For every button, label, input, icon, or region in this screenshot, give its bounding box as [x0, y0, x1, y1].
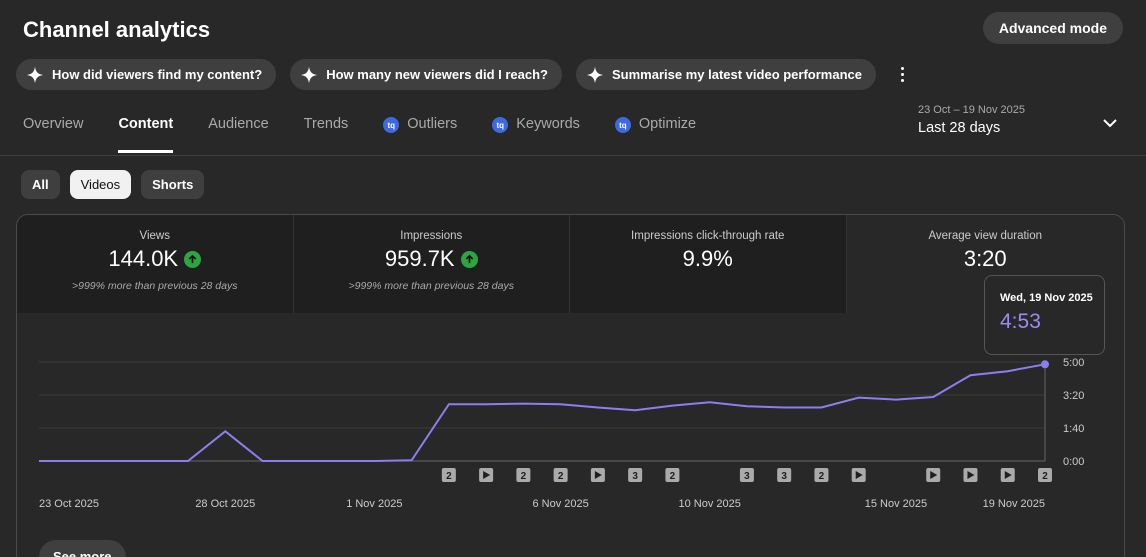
- tab-audience[interactable]: Audience: [208, 116, 268, 154]
- tooltip-value: 4:53: [1000, 310, 1041, 333]
- tab-label: Audience: [208, 116, 269, 132]
- metric-comparison: >999% more than previous 28 days: [348, 280, 514, 292]
- tab-label: Outliers: [407, 116, 458, 132]
- x-tick-label: 10 Nov 2025: [678, 498, 740, 510]
- metric-label: Impressions: [400, 230, 463, 242]
- last-point: [1041, 360, 1049, 369]
- tab-content[interactable]: Content: [118, 116, 173, 154]
- tab-label: Optimize: [638, 116, 697, 132]
- video-count-label: 2: [819, 471, 825, 482]
- trend-up-icon: [460, 250, 478, 268]
- chevron-down-icon[interactable]: [1102, 117, 1118, 129]
- see-more-button[interactable]: See more: [39, 540, 126, 557]
- content-type-chips: All Videos Shorts: [21, 170, 205, 199]
- video-count-label: 2: [1042, 471, 1048, 482]
- tab-keywords[interactable]: tq Keywords: [492, 116, 580, 154]
- y-tick-label: 5:00: [1063, 357, 1084, 369]
- tubebuddy-badge-icon: tq: [614, 117, 631, 133]
- more-vert-icon[interactable]: [892, 63, 912, 87]
- date-range-selector[interactable]: 23 Oct – 19 Nov 2025 Last 28 days: [918, 104, 1025, 136]
- sparkle-icon: [300, 66, 318, 83]
- video-count-marker: [777, 468, 792, 482]
- advanced-mode-button[interactable]: Advanced mode: [982, 12, 1123, 44]
- video-count-label: 2: [521, 471, 527, 482]
- tooltip-date: Wed, 19 Nov 2025: [1000, 292, 1093, 304]
- play-icon: [594, 471, 602, 479]
- video-count-label: 3: [632, 471, 638, 482]
- date-range-label: Last 28 days: [918, 120, 1001, 136]
- tab-label: Keywords: [516, 116, 580, 132]
- video-count-label: 2: [670, 471, 676, 482]
- video-count-marker: [441, 468, 456, 482]
- y-tick-label: 1:40: [1063, 423, 1084, 435]
- page-title: Channel analytics: [23, 17, 211, 42]
- tubebuddy-badge-icon: tq: [383, 117, 400, 133]
- metric-value: 3:20: [963, 246, 1007, 271]
- prompt-chip[interactable]: How did viewers find my content?: [16, 59, 277, 90]
- header-divider: [0, 155, 1146, 156]
- x-tick-label: 6 Nov 2025: [532, 498, 588, 510]
- video-count-marker: [739, 468, 754, 482]
- metrics-card: Views 144.0K >999% more than previous 28…: [16, 214, 1125, 557]
- chip-all[interactable]: All: [21, 170, 60, 199]
- x-tick-label: 23 Oct 2025: [39, 498, 99, 510]
- tab-label: Overview: [23, 116, 84, 132]
- video-count-marker: [628, 468, 643, 482]
- video-count-marker: [516, 468, 531, 482]
- prompt-chip[interactable]: Summarise my latest video performance: [576, 59, 876, 90]
- metric-value: 144.0K: [108, 246, 179, 271]
- play-icon: [1004, 471, 1012, 479]
- sparkle-icon: [586, 66, 604, 83]
- play-icon: [855, 471, 863, 479]
- tab-trends[interactable]: Trends: [304, 116, 349, 154]
- metric-comparison: >999% more than previous 28 days: [72, 280, 238, 292]
- play-icon: [930, 471, 938, 479]
- metric-value: 9.9%: [682, 246, 733, 271]
- chip-shorts[interactable]: Shorts: [141, 170, 205, 199]
- metric-impressions[interactable]: Impressions 959.7K >999% more than previ…: [293, 215, 570, 313]
- y-tick-label: 3:20: [1063, 390, 1084, 402]
- prompt-label: Summarise my latest video performance: [612, 67, 862, 82]
- prompt-label: How many new viewers did I reach?: [326, 67, 548, 82]
- prompt-chip[interactable]: How many new viewers did I reach?: [290, 59, 562, 90]
- metric-label: Average view duration: [928, 230, 1043, 242]
- date-range-dates: 23 Oct – 19 Nov 2025: [918, 104, 1026, 116]
- tubebuddy-badge-icon: tq: [492, 117, 509, 133]
- x-tick-label: 15 Nov 2025: [865, 498, 927, 510]
- x-tick-label: 1 Nov 2025: [346, 498, 402, 510]
- sparkle-icon: [26, 66, 44, 83]
- video-count-marker: [665, 468, 680, 482]
- tab-outliers[interactable]: tq Outliers: [383, 116, 457, 154]
- metric-views[interactable]: Views 144.0K >999% more than previous 28…: [17, 215, 294, 313]
- tab-optimize[interactable]: tq Optimize: [614, 116, 697, 154]
- tab-label: Trends: [303, 116, 349, 132]
- series-line: [39, 363, 1046, 462]
- x-tick-label: 19 Nov 2025: [983, 498, 1045, 510]
- play-icon: [967, 471, 975, 479]
- video-count-marker: [553, 468, 568, 482]
- x-tick-label: 28 Oct 2025: [195, 498, 255, 510]
- chip-videos[interactable]: Videos: [69, 170, 132, 199]
- avg-view-duration-chart: 0:00 1:40 3:20 5:00 23 Oct 2025 28 Oct 2025 1 …: [39, 357, 1084, 510]
- metric-ctr[interactable]: Impressions click-through rate 9.9%: [570, 215, 847, 313]
- chart-tooltip: Wed, 19 Nov 2025 4:53: [984, 275, 1105, 355]
- tab-overview[interactable]: Overview: [23, 116, 83, 154]
- video-count-label: 3: [781, 471, 787, 482]
- ask-prompts: How did viewers find my content? How man…: [16, 59, 912, 90]
- tab-label: Content: [118, 116, 174, 132]
- tab-bar: Overview Content Audience Trends tq Outli…: [23, 116, 731, 154]
- video-count-label: 2: [446, 471, 452, 482]
- metric-label: Views: [139, 230, 170, 242]
- metric-label: Impressions click-through rate: [631, 230, 785, 242]
- play-icon: [483, 471, 491, 479]
- video-count-marker: [814, 468, 829, 482]
- metric-value: 959.7K: [384, 246, 455, 271]
- y-tick-label: 0:00: [1063, 456, 1084, 468]
- prompt-label: How did viewers find my content?: [52, 67, 263, 82]
- video-count-marker: [1038, 468, 1052, 482]
- trend-up-icon: [184, 250, 202, 268]
- video-count-label: 2: [558, 471, 564, 482]
- video-count-label: 3: [744, 471, 750, 482]
